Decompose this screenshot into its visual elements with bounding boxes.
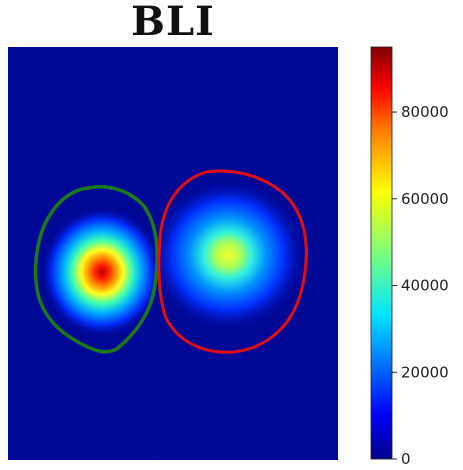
hotspot-left [40, 206, 164, 338]
chart-title: BLI [131, 0, 215, 45]
colorbar-tick-label: 20000 [401, 363, 449, 381]
colorbar-tick-label: 40000 [401, 277, 449, 295]
roi-green [33, 185, 159, 354]
colorbar-tick-label: 0 [401, 450, 411, 468]
roi-red [157, 169, 308, 354]
colorbar-ticks: 0 20000 40000 60000 80000 [392, 103, 449, 468]
colorbar-tick-label: 60000 [401, 190, 449, 208]
colorbar-tick-label: 80000 [401, 103, 449, 121]
hotspot-right [148, 177, 308, 333]
colorbar [370, 46, 393, 460]
